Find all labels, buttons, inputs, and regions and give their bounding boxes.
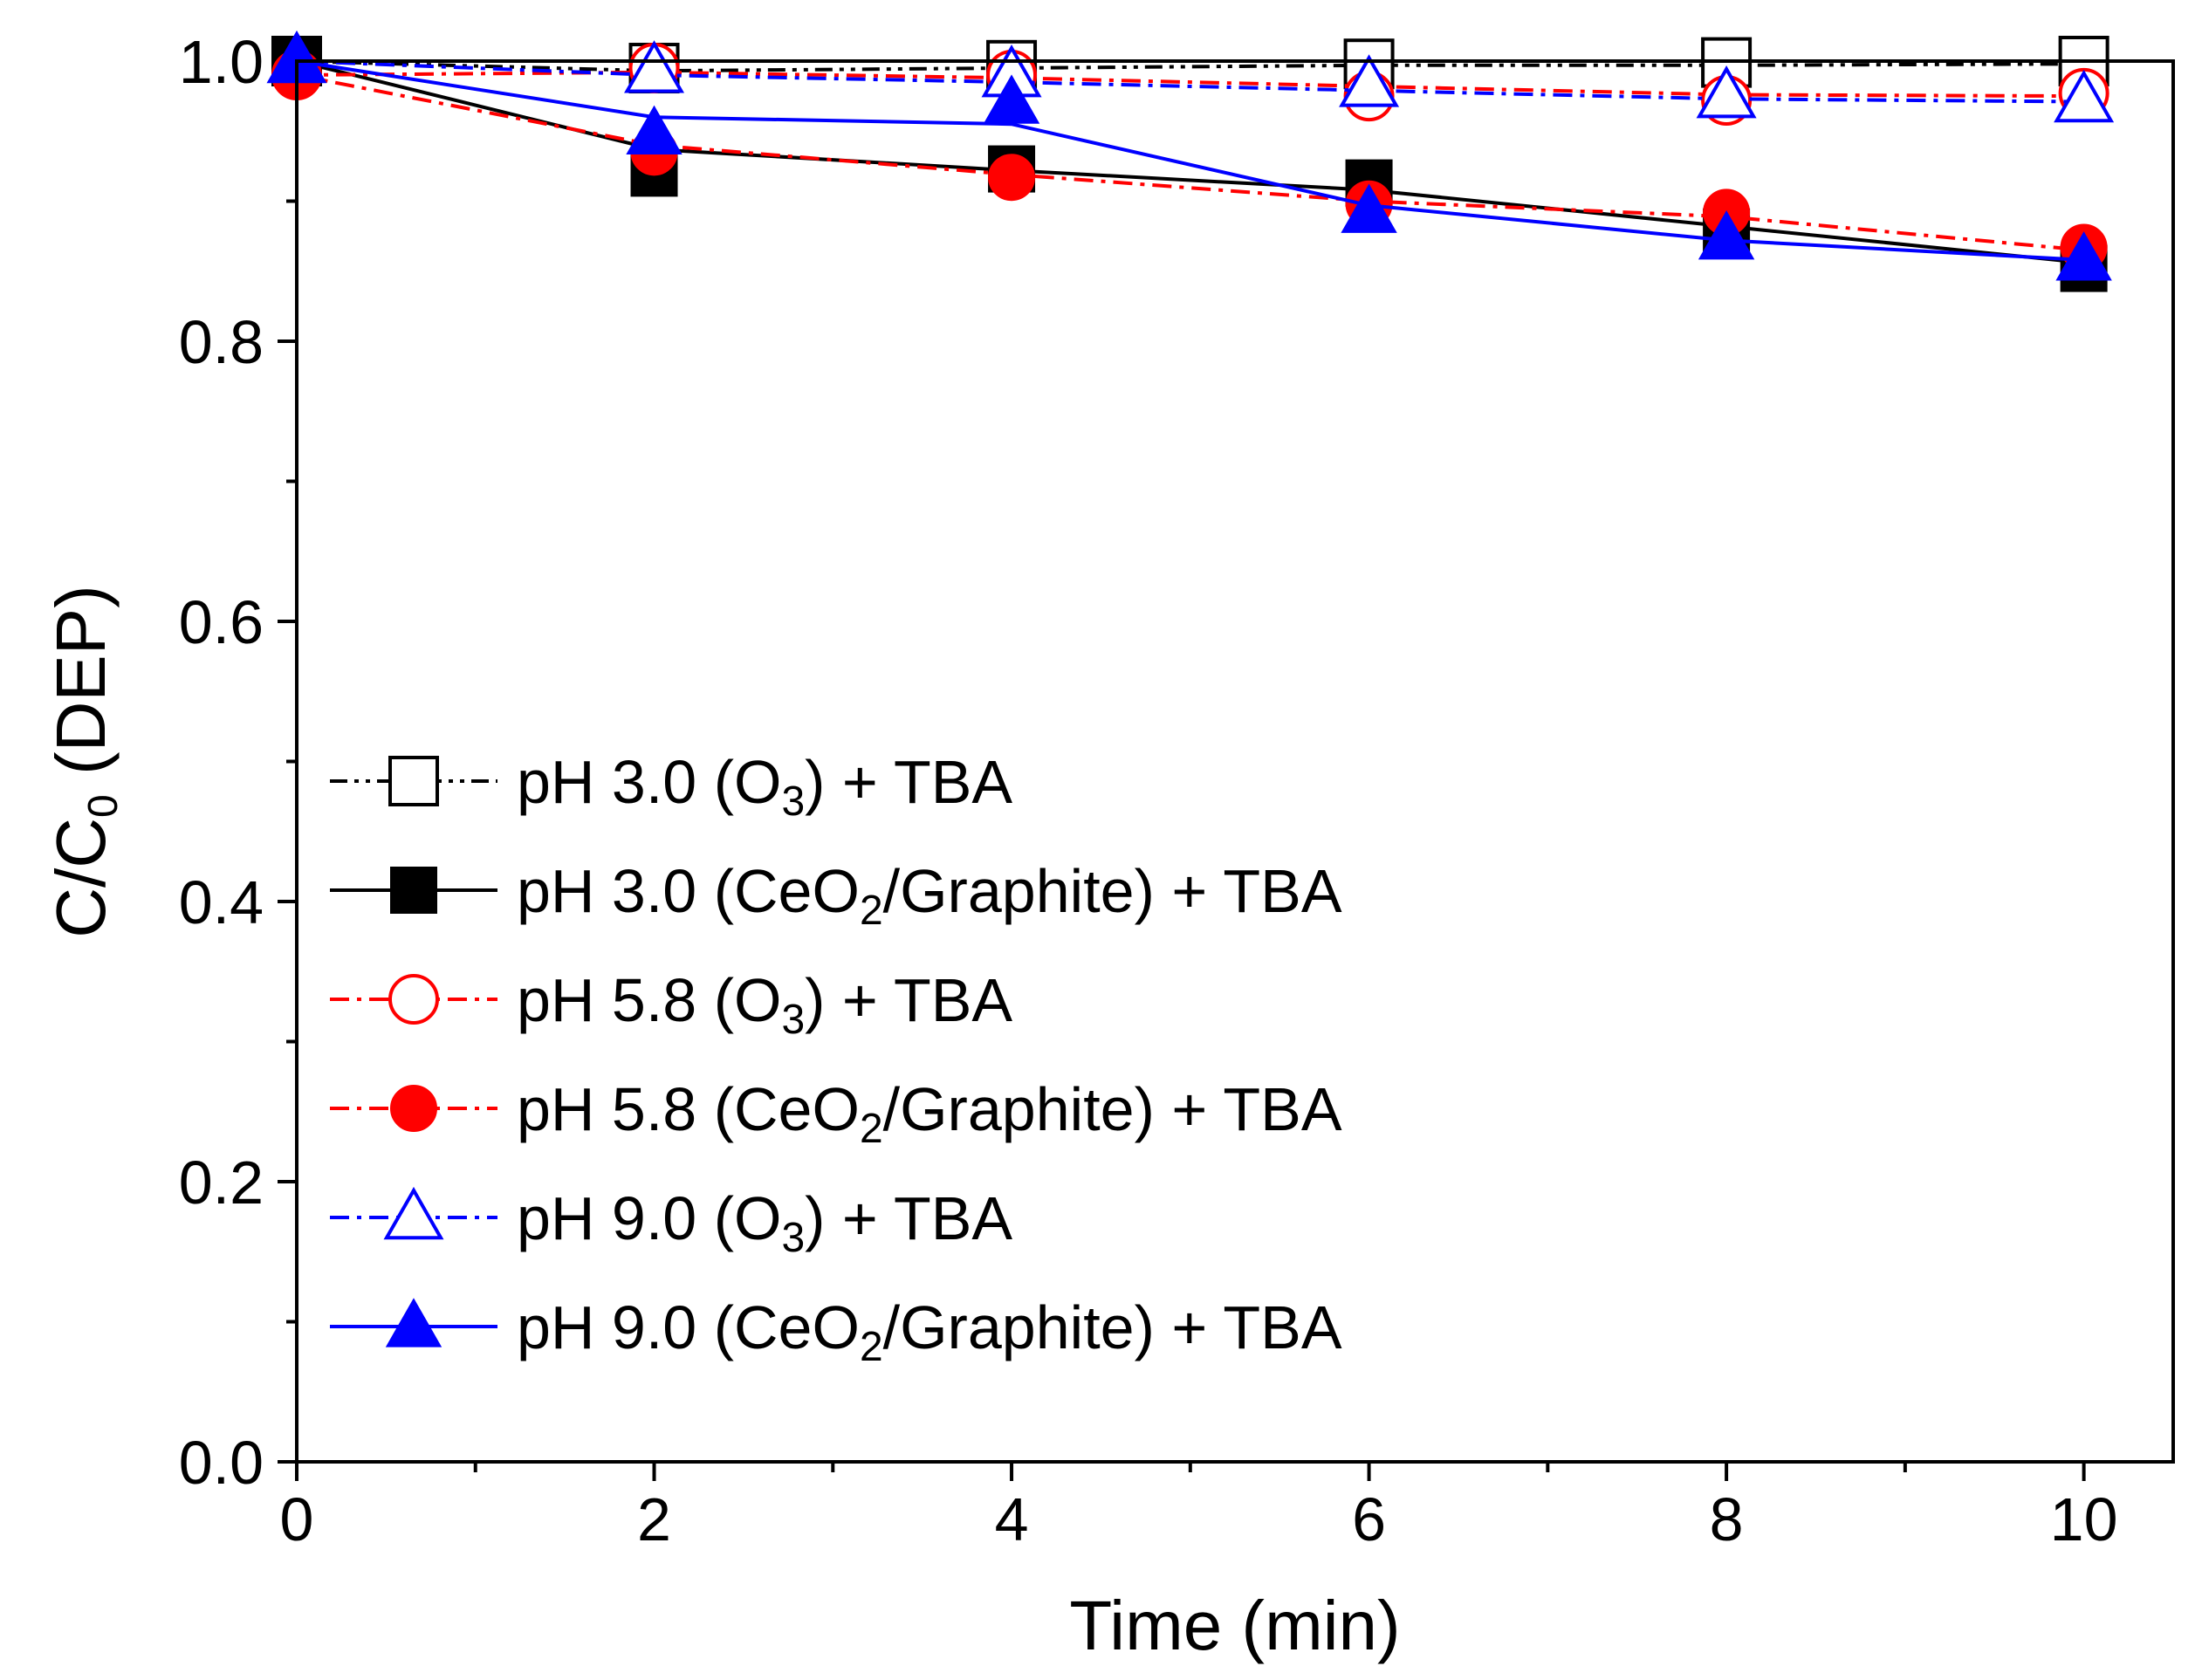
data-point [624, 40, 685, 93]
legend-label: pH 9.0 (O3) + TBA [517, 1184, 1012, 1261]
legend-marker [390, 867, 437, 914]
legend-label: pH 5.8 (O3) + TBA [517, 966, 1012, 1043]
y-tick-label: 0.4 [179, 868, 264, 936]
legend-label-part: /Graphite) + TBA [883, 857, 1342, 925]
legend-label-part: pH 5.8 (CeO [517, 1075, 860, 1143]
y-tick-label: 1.0 [179, 28, 264, 96]
legend-label-part: ) + TBA [805, 748, 1012, 816]
data-point [983, 74, 1040, 124]
data-point [1339, 54, 1400, 107]
legend-label: pH 5.8 (CeO2/Graphite) + TBA [517, 1075, 1342, 1152]
legend-label-subscript: 2 [860, 1324, 883, 1370]
data-point [2054, 69, 2115, 123]
legend-label: pH 3.0 (O3) + TBA [517, 748, 1012, 825]
legend-marker [385, 1298, 442, 1347]
data-point [988, 154, 1036, 202]
x-tick-label: 4 [995, 1485, 1029, 1553]
legend-label-part: pH 9.0 (O [517, 1184, 781, 1252]
data-point [2055, 231, 2112, 281]
series-line [296, 59, 2084, 262]
y-axis-title-sub: 0 [80, 794, 127, 818]
legend-item: pH 3.0 (CeO2/Graphite) + TBA [330, 857, 1342, 934]
legend-label-part: /Graphite) + TBA [883, 1293, 1342, 1361]
data-point [1341, 183, 1397, 233]
series-line [296, 59, 2084, 104]
x-tick-label: 8 [1710, 1485, 1744, 1553]
legend-item: pH 5.8 (O3) + TBA [330, 966, 1012, 1043]
legend-label: pH 3.0 (CeO2/Graphite) + TBA [517, 857, 1342, 934]
legend-label-part: ) + TBA [805, 966, 1012, 1034]
legend-label: pH 9.0 (CeO2/Graphite) + TBA [517, 1293, 1342, 1370]
legend-item: pH 9.0 (O3) + TBA [330, 1184, 1012, 1261]
legend-item: pH 3.0 (O3) + TBA [330, 748, 1012, 825]
legend-label-subscript: 2 [860, 1106, 883, 1152]
legend-label-part: pH 3.0 (O [517, 748, 781, 816]
x-tick-label: 0 [280, 1485, 314, 1553]
y-tick-label: 0.0 [179, 1429, 264, 1497]
legend-label-subscript: 3 [781, 997, 805, 1043]
y-axis-title: C/C0 (DEP) [42, 585, 127, 937]
legend-marker [388, 974, 439, 1025]
y-tick-label: 0.2 [179, 1149, 264, 1217]
legend-label-part: /Graphite) + TBA [883, 1075, 1342, 1143]
legend-marker [388, 756, 439, 806]
x-tick-label: 10 [2050, 1485, 2118, 1553]
y-tick-label: 0.8 [179, 308, 264, 376]
legend-label-part: pH 9.0 (CeO [517, 1293, 860, 1361]
legend-label-part: pH 5.8 (O [517, 966, 781, 1034]
y-axis-title-main: C/C [42, 818, 120, 938]
data-point [1698, 210, 1755, 260]
series-line [296, 59, 2084, 73]
x-tick-label: 6 [1352, 1485, 1386, 1553]
legend-item: pH 5.8 (CeO2/Graphite) + TBA [330, 1075, 1342, 1152]
series-line [296, 73, 2084, 252]
legend-label-subscript: 3 [781, 778, 805, 825]
series-line [296, 70, 2084, 99]
x-tick-label: 2 [637, 1485, 671, 1553]
legend-item: pH 9.0 (CeO2/Graphite) + TBA [330, 1293, 1342, 1370]
legend-label-subscript: 3 [781, 1215, 805, 1261]
data-point [1696, 65, 1757, 119]
x-axis-title: Time (min) [1069, 1587, 1400, 1664]
y-axis-title-tail: (DEP) [42, 585, 120, 794]
legend-marker [383, 1186, 444, 1240]
tick-labels: 0 2 4 6 8 10 0.0 0.2 0.4 0.6 0.8 1.0 [179, 28, 2118, 1553]
y-tick-label: 0.6 [179, 588, 264, 656]
series-6 [268, 32, 2112, 281]
data-point [626, 105, 683, 155]
legend-label-part: pH 3.0 (CeO [517, 857, 860, 925]
legend-label-part: ) + TBA [805, 1184, 1012, 1252]
legend-label-subscript: 2 [860, 888, 883, 934]
plot-frame [295, 59, 2175, 1464]
legend-marker [390, 1085, 437, 1132]
